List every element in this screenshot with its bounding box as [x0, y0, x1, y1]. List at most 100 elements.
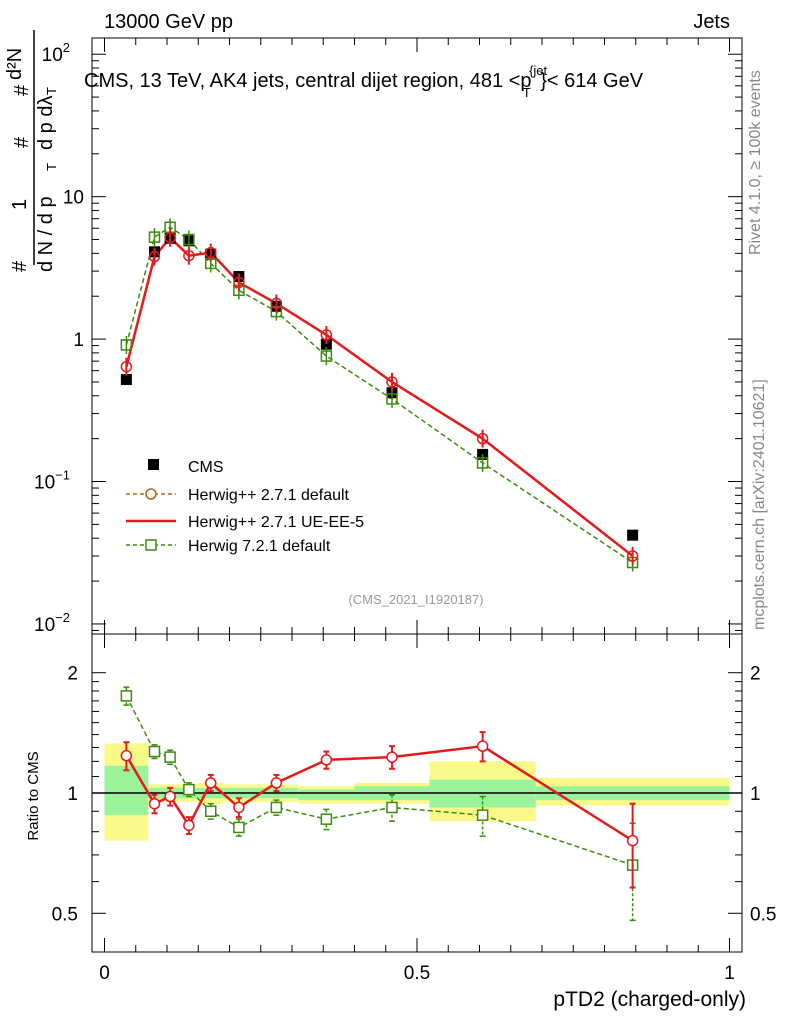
main-y-tick-base: 10	[42, 45, 63, 66]
main-title: CMS, 13 TeV, AK4 jets, central dijet reg…	[84, 58, 644, 102]
ratio-y-tick-label: 0.5	[52, 904, 78, 925]
herwig-ueee5-point	[205, 246, 217, 259]
ratio-panel: 2 2 1 1 0.5 0.5 0 0.5 1 Ratio to CMS pTD2 (charg…	[25, 633, 776, 1011]
main-title-text: CMS, 13 TeV, AK4 jets, central dijet reg…	[84, 70, 532, 92]
herwig7-point	[183, 233, 195, 246]
cms-data-point	[627, 529, 639, 541]
herwig-default-line	[125, 236, 634, 557]
main-y-tick-base: 10	[34, 473, 55, 494]
header-right-label: Jets	[693, 11, 730, 33]
analysis-watermark: (CMS_2021_I1920187)	[348, 592, 483, 607]
main-y-axis-label: # 1 d N / d p T # # d²N d p dλ T	[4, 30, 59, 272]
ylabel-t-1: T	[44, 163, 59, 171]
ratio-herwig-ueee5-point	[120, 749, 133, 762]
main-y-tick-label: 1	[73, 330, 84, 351]
ylabel-hash-3: #	[11, 84, 33, 96]
ratio-herwig7-point	[183, 783, 195, 796]
ratio-herwig7-point	[205, 805, 217, 818]
herwig7-line	[125, 226, 634, 564]
ratio-y-tick-label: 1	[67, 784, 78, 805]
herwig-ueee5-point	[270, 297, 283, 310]
ratio-chart-marks	[92, 686, 742, 922]
herwig-ueee5-point	[320, 329, 333, 341]
ratio-herwig7-point	[233, 821, 245, 834]
main-y-tick-exp: −2	[55, 610, 70, 625]
ylabel-dpdl: d p dλ	[35, 96, 57, 150]
main-y-tick-base: 10	[34, 615, 55, 636]
main-y-tick-label: 10	[63, 188, 84, 209]
herwig-ueee5-point	[386, 376, 398, 388]
mcplots-source-label: mcplots.cern.ch [arXiv:2401.10621]	[751, 379, 768, 630]
legend-herwig-default-label: Herwig++ 2.7.1 default	[188, 487, 350, 504]
ylabel-one: 1	[9, 199, 31, 210]
x-axis-label: pTD2 (charged-only)	[553, 988, 746, 1011]
ratio-herwig-ueee5-point	[476, 740, 489, 752]
ratio-herwig-ueee5-point	[270, 777, 283, 789]
cms-data-point	[120, 374, 132, 386]
legend-cms-label: CMS	[188, 459, 224, 476]
legend-herwig7-marker	[145, 539, 157, 551]
herwig-ueee5-point	[148, 250, 161, 263]
ratio-x-tick-label: 0.5	[404, 963, 430, 984]
herwig-ueee5-point	[120, 360, 133, 373]
ratio-herwig-ueee5-point	[205, 777, 217, 789]
herwig-ueee5-point	[626, 550, 639, 562]
ratio-herwig7-point	[476, 809, 489, 821]
main-chart-marks	[120, 218, 639, 572]
ylabel-hash-2: #	[11, 136, 33, 148]
ratio-x-tick-label: 1	[724, 963, 735, 984]
ratio-herwig7-point	[386, 801, 398, 814]
main-y-tick-label: 10−2	[34, 610, 70, 636]
main-title-sub: T	[523, 85, 531, 100]
main-y-tick-base: 10	[63, 188, 84, 209]
ratio-y-tick-label-right: 0.5	[750, 904, 776, 925]
herwig7-point	[320, 350, 333, 362]
ylabel-hash-1: #	[9, 260, 31, 272]
ratio-herwig-ueee5-point	[148, 797, 161, 810]
ratio-herwig-ueee5-point	[320, 754, 333, 766]
legend-cms-marker	[148, 459, 159, 470]
main-title-sup: {jet	[529, 63, 547, 78]
rivet-version-label: Rivet 4.1.0, ≥ 100k events	[747, 70, 764, 255]
legend-herwig-default-marker	[145, 488, 157, 500]
data-uncertainty-band-green	[104, 765, 149, 816]
legend: CMS Herwig++ 2.7.1 default Herwig++ 2.7.…	[126, 459, 364, 555]
ratio-y-axis-label: Ratio to CMS	[25, 751, 42, 840]
ratio-y-tick-label: 2	[67, 664, 78, 685]
ratio-herwig-ueee5-point	[626, 834, 639, 847]
ratio-herwig7-point	[320, 813, 333, 825]
cms-data-point	[320, 338, 332, 350]
herwig7-point	[120, 339, 133, 351]
herwig-ueee5-line	[125, 235, 634, 557]
herwig-ueee5-point	[164, 231, 176, 244]
herwig7-point	[148, 231, 161, 243]
ratio-herwig7-point	[164, 751, 176, 763]
herwig-ueee5-point	[233, 276, 245, 289]
ratio-herwig-ueee5-point	[183, 819, 195, 832]
ylabel-t-2: T	[44, 87, 59, 95]
main-title-tail: }< 614 GeV	[540, 70, 644, 92]
main-y-tick-base: 1	[73, 330, 84, 351]
ratio-x-tick-label: 0	[99, 963, 110, 984]
legend-herwig-ueee5-label: Herwig++ 2.7.1 UE-EE-5	[188, 514, 364, 531]
main-y-tick-exp: 2	[63, 40, 70, 55]
main-y-tick-label: 102	[42, 40, 70, 66]
legend-herwig7-label: Herwig 7.2.1 default	[188, 538, 331, 555]
herwig7-point	[386, 393, 398, 405]
ratio-herwig7-point	[148, 745, 161, 758]
main-y-tick-exp: −1	[55, 468, 70, 483]
ratio-y-tick-label-right: 2	[750, 664, 761, 685]
ylabel-dn: d N / d p	[35, 196, 57, 272]
herwig-ueee5-point	[183, 249, 195, 262]
herwig7-point	[476, 457, 489, 469]
ratio-herwig7-point	[270, 801, 283, 814]
ylabel-d2n: d²N	[4, 48, 26, 80]
ratio-herwig7-point	[120, 690, 133, 702]
ratio-y-tick-label-right: 1	[750, 784, 761, 805]
header-left-label: 13000 GeV pp	[104, 11, 233, 33]
data-uncertainty-band-green	[298, 789, 355, 801]
ratio-herwig-ueee5-point	[164, 790, 176, 803]
ratio-herwig-ueee5-point	[233, 801, 245, 814]
